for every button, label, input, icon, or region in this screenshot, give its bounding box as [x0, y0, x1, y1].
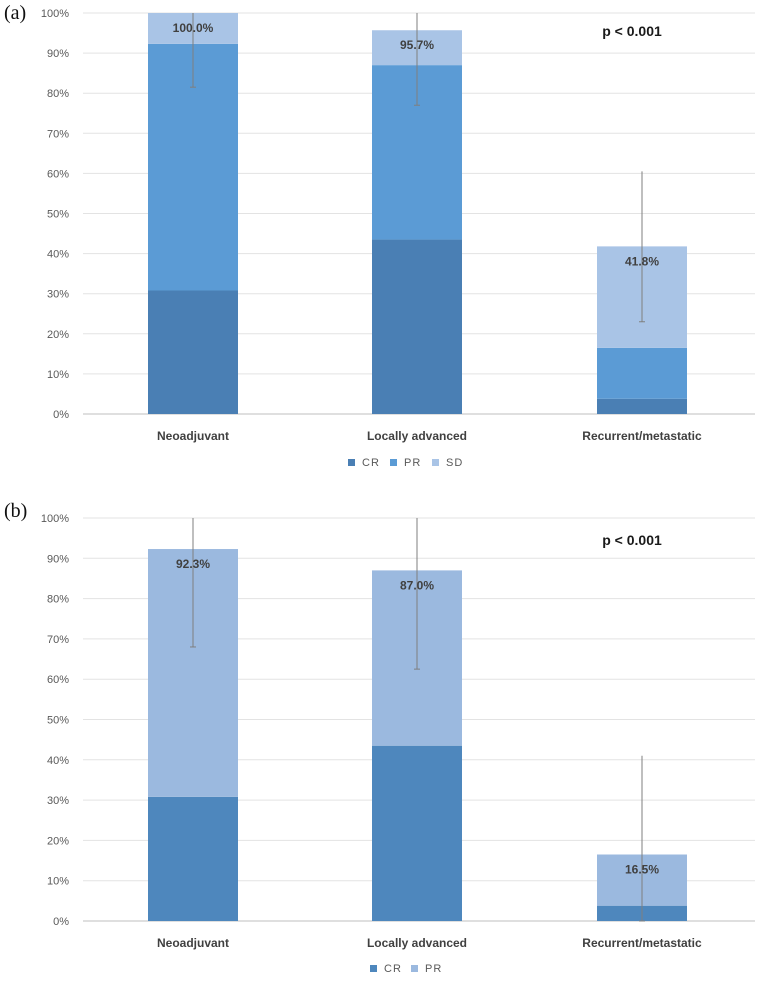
- y-tick-label: 50%: [47, 715, 69, 727]
- y-tick-label: 10%: [47, 369, 69, 381]
- legend-label-sd: SD: [446, 457, 463, 469]
- y-tick-label: 40%: [47, 755, 69, 767]
- y-tick-label: 60%: [47, 674, 69, 686]
- x-tick-label: Locally advanced: [367, 936, 467, 950]
- bar-segment-cr: [148, 796, 238, 921]
- y-tick-label: 0%: [53, 409, 69, 421]
- legend-label-pr: PR: [404, 457, 421, 469]
- panel-label: (b): [4, 500, 28, 522]
- bar-segment-cr: [597, 398, 687, 414]
- y-tick-label: 0%: [53, 916, 69, 928]
- legend-swatch-cr: [348, 459, 355, 466]
- y-tick-label: 90%: [47, 48, 69, 60]
- p-value-annotation: p < 0.001: [602, 23, 662, 39]
- y-tick-label: 30%: [47, 289, 69, 301]
- y-tick-label: 60%: [47, 168, 69, 180]
- y-tick-label: 10%: [47, 876, 69, 888]
- legend-swatch-pr: [411, 965, 418, 972]
- legend-label-cr: CR: [362, 457, 380, 469]
- y-tick-label: 80%: [47, 88, 69, 100]
- x-tick-label: Neoadjuvant: [157, 429, 229, 443]
- bar-segment-cr: [372, 745, 462, 921]
- legend-label-cr: CR: [384, 963, 402, 975]
- data-label: 41.8%: [625, 254, 659, 268]
- y-tick-label: 90%: [47, 553, 69, 565]
- chart-panel-a: (a) 0% 10% 20% 30% 40% 50% 60% 70% 80% 90% 100% 100…: [0, 0, 761, 480]
- x-tick-label: Neoadjuvant: [157, 936, 229, 950]
- y-tick-label: 100%: [41, 513, 69, 525]
- data-label: 95.7%: [400, 38, 434, 52]
- legend-swatch-pr: [390, 459, 397, 466]
- x-tick-label: Recurrent/metastatic: [582, 429, 702, 443]
- y-tick-label: 20%: [47, 835, 69, 847]
- x-tick-label: Locally advanced: [367, 429, 467, 443]
- chart-a: 0% 10% 20% 30% 40% 50% 60% 70% 80% 90% 100% 100.0% N…: [41, 8, 755, 469]
- legend-label-pr: PR: [425, 963, 442, 975]
- legend-swatch-sd: [432, 459, 439, 466]
- p-value-annotation: p < 0.001: [602, 532, 662, 548]
- y-tick-label: 50%: [47, 209, 69, 221]
- panel-label: (a): [4, 2, 27, 24]
- y-tick-label: 70%: [47, 634, 69, 646]
- y-tick-label: 70%: [47, 128, 69, 140]
- legend-swatch-cr: [370, 965, 377, 972]
- bar-segment-pr: [597, 347, 687, 399]
- y-tick-label: 20%: [47, 329, 69, 341]
- bar-segment-cr: [372, 239, 462, 414]
- data-label: 92.3%: [176, 557, 210, 571]
- y-tick-label: 40%: [47, 249, 69, 261]
- y-tick-label: 30%: [47, 795, 69, 807]
- y-tick-label: 80%: [47, 594, 69, 606]
- bar-segment-cr: [148, 290, 238, 414]
- y-tick-label: 100%: [41, 8, 69, 20]
- chart-b: 0% 10% 20% 30% 40% 50% 60% 70% 80% 90% 100% 92.3% Ne…: [41, 513, 755, 975]
- x-tick-label: Recurrent/metastatic: [582, 936, 702, 950]
- data-label: 87.0%: [400, 578, 434, 592]
- data-label: 100.0%: [173, 21, 214, 35]
- chart-panel-b: (b) 0% 10% 20% 30% 40% 50% 60% 70% 80% 90% 100% 92.…: [0, 498, 761, 984]
- data-label: 16.5%: [625, 863, 659, 877]
